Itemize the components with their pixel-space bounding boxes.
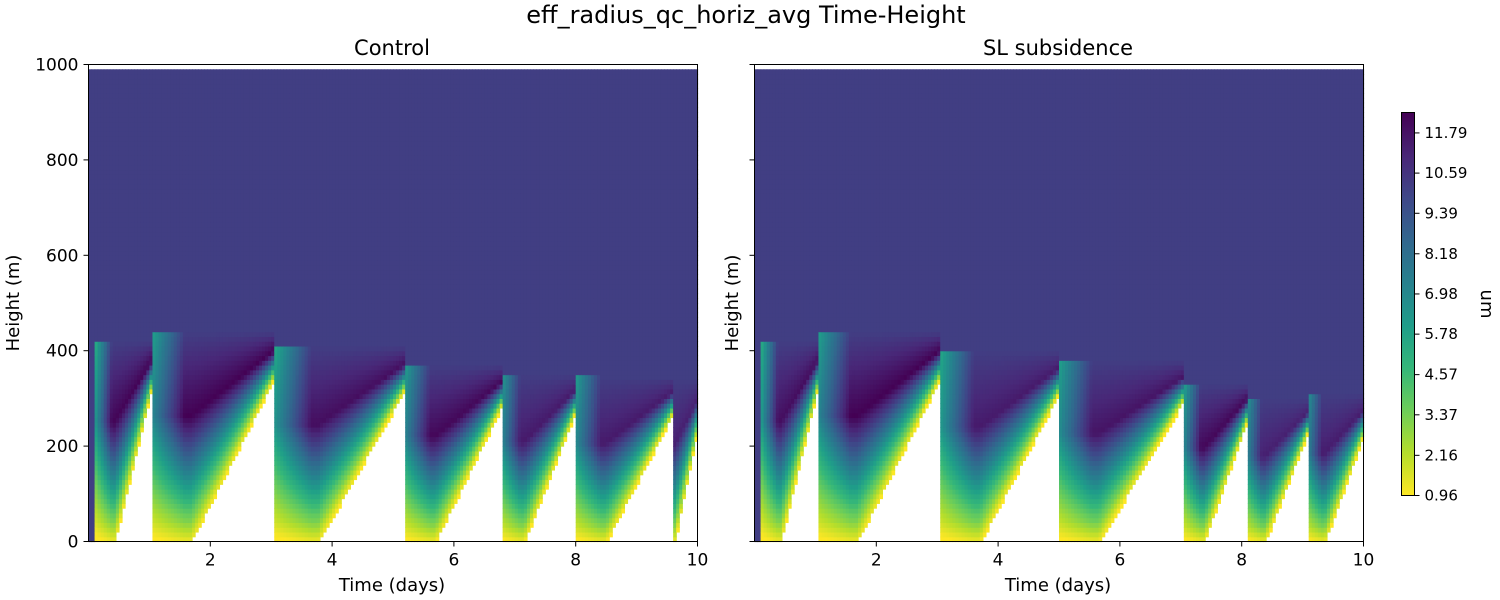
heatmap-cell [140,417,144,422]
heatmap-cell [125,484,129,489]
heatmap-cell [143,413,147,418]
heatmap-cell [140,422,144,427]
heatmap-cell [131,460,135,465]
heatmap-cell [122,503,126,508]
heatmap-cell [122,494,126,499]
heatmap-cell [201,518,205,523]
heatmap-cell [131,456,135,461]
heatmap-cell [198,522,202,527]
figure-title: eff_radius_qc_horiz_avg Time-Height [526,1,965,29]
heatmap-cell [128,479,132,484]
heatmap-cell [125,489,129,494]
heatmap-cell [195,527,199,532]
heatmap-cell [119,518,123,523]
heatmap-cell [134,446,138,451]
heatmap-cell [116,527,120,532]
heatmap-cell [201,513,205,518]
heatmap-cell [113,532,117,537]
heatmap-cell [131,465,135,470]
heatmap-cell [137,437,141,442]
heatmap-cell [146,398,150,403]
heatmap-cell [137,441,141,446]
heatmap-cell [119,513,123,518]
heatmap-cell [140,427,144,432]
heatmap-cell [146,403,150,408]
heatmap-cell [143,408,147,413]
heatmap-cell [122,499,126,504]
heatmap-cell [146,394,150,399]
heatmap-cell [137,432,141,437]
panel-title: Control [354,36,430,60]
heatmap-cell [128,475,132,480]
heatmap-cells [89,69,699,542]
heatmap-cell [119,508,123,513]
heatmap-cell [116,522,120,527]
heatmap-cell [134,451,138,456]
heatmap-cell [204,508,208,513]
heatmap-cell [128,470,132,475]
heatmap-cell [192,532,196,537]
